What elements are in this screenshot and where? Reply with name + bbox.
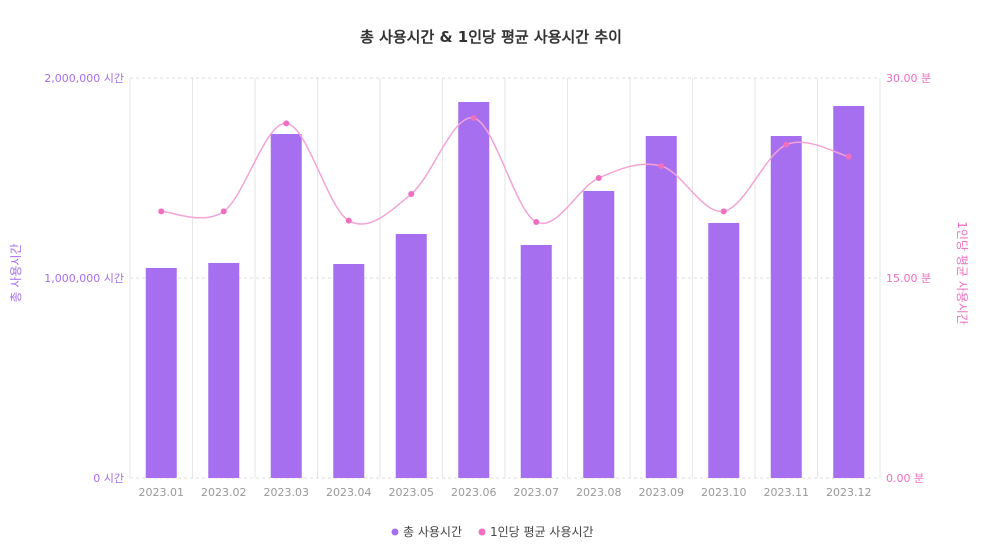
y-right-tick-label: 15.00 분 (886, 272, 931, 285)
x-tick-label: 2023.08 (576, 486, 622, 499)
bar[interactable] (145, 268, 177, 478)
x-tick-label: 2023.12 (826, 486, 872, 499)
line-point[interactable] (470, 115, 477, 121)
line-point[interactable] (595, 175, 602, 181)
y-left-axis-title: 총 사용시간 (9, 243, 23, 302)
legend: 총 사용시간 1인당 평균 사용시간 (391, 525, 594, 539)
line-point[interactable] (658, 163, 665, 169)
bar-series (145, 102, 865, 478)
grid-lines (129, 77, 881, 479)
axis-ticks: 0 시간 1,000,000 시간 2,000,000 시간 0.00 분 15.00 … (44, 72, 931, 499)
bar[interactable] (333, 264, 365, 478)
bar[interactable] (208, 263, 240, 478)
line-point[interactable] (283, 120, 290, 127)
line-point[interactable] (720, 208, 727, 215)
legend-label-average[interactable]: 1인당 평균 사용시간 (490, 525, 594, 539)
x-tick-label: 2023.05 (389, 486, 435, 499)
line-series (158, 115, 852, 225)
bar[interactable] (708, 223, 740, 478)
y-right-tick-label: 30.00 분 (886, 72, 931, 85)
x-tick-label: 2023.02 (201, 486, 247, 499)
y-left-tick-label: 0 시간 (93, 472, 124, 485)
x-tick-label: 2023.03 (264, 486, 310, 499)
legend-marker-average (478, 528, 486, 536)
line-point[interactable] (783, 141, 790, 148)
legend-marker-total (391, 528, 399, 536)
chart-title: 총 사용시간 & 1인당 평균 사용시간 추이 (360, 28, 622, 46)
x-tick-label: 2023.01 (139, 486, 185, 499)
y-right-axis-title: 1인당 평균 사용시간 (955, 221, 969, 325)
y-right-tick-label: 0.00 분 (886, 472, 924, 485)
bar[interactable] (270, 134, 302, 478)
bar[interactable] (395, 234, 427, 478)
x-tick-label: 2023.07 (514, 486, 560, 499)
x-tick-label: 2023.10 (701, 486, 747, 499)
line-point[interactable] (158, 208, 165, 215)
legend-label-total[interactable]: 총 사용시간 (403, 525, 462, 539)
y-left-tick-label: 2,000,000 시간 (44, 72, 124, 85)
bar[interactable] (770, 136, 802, 478)
line-point[interactable] (533, 219, 540, 225)
bar[interactable] (458, 102, 490, 478)
x-tick-label: 2023.04 (326, 486, 372, 499)
bar[interactable] (833, 106, 865, 478)
y-left-tick-label: 1,000,000 시간 (44, 272, 124, 285)
line-point[interactable] (845, 153, 852, 160)
x-tick-label: 2023.06 (451, 486, 497, 499)
line-point[interactable] (220, 208, 227, 215)
line-point[interactable] (345, 217, 352, 224)
bar[interactable] (645, 136, 677, 478)
line-point[interactable] (408, 191, 415, 197)
x-tick-label: 2023.09 (639, 486, 685, 499)
bar[interactable] (520, 245, 552, 478)
bar[interactable] (583, 191, 615, 478)
x-tick-label: 2023.11 (764, 486, 810, 499)
